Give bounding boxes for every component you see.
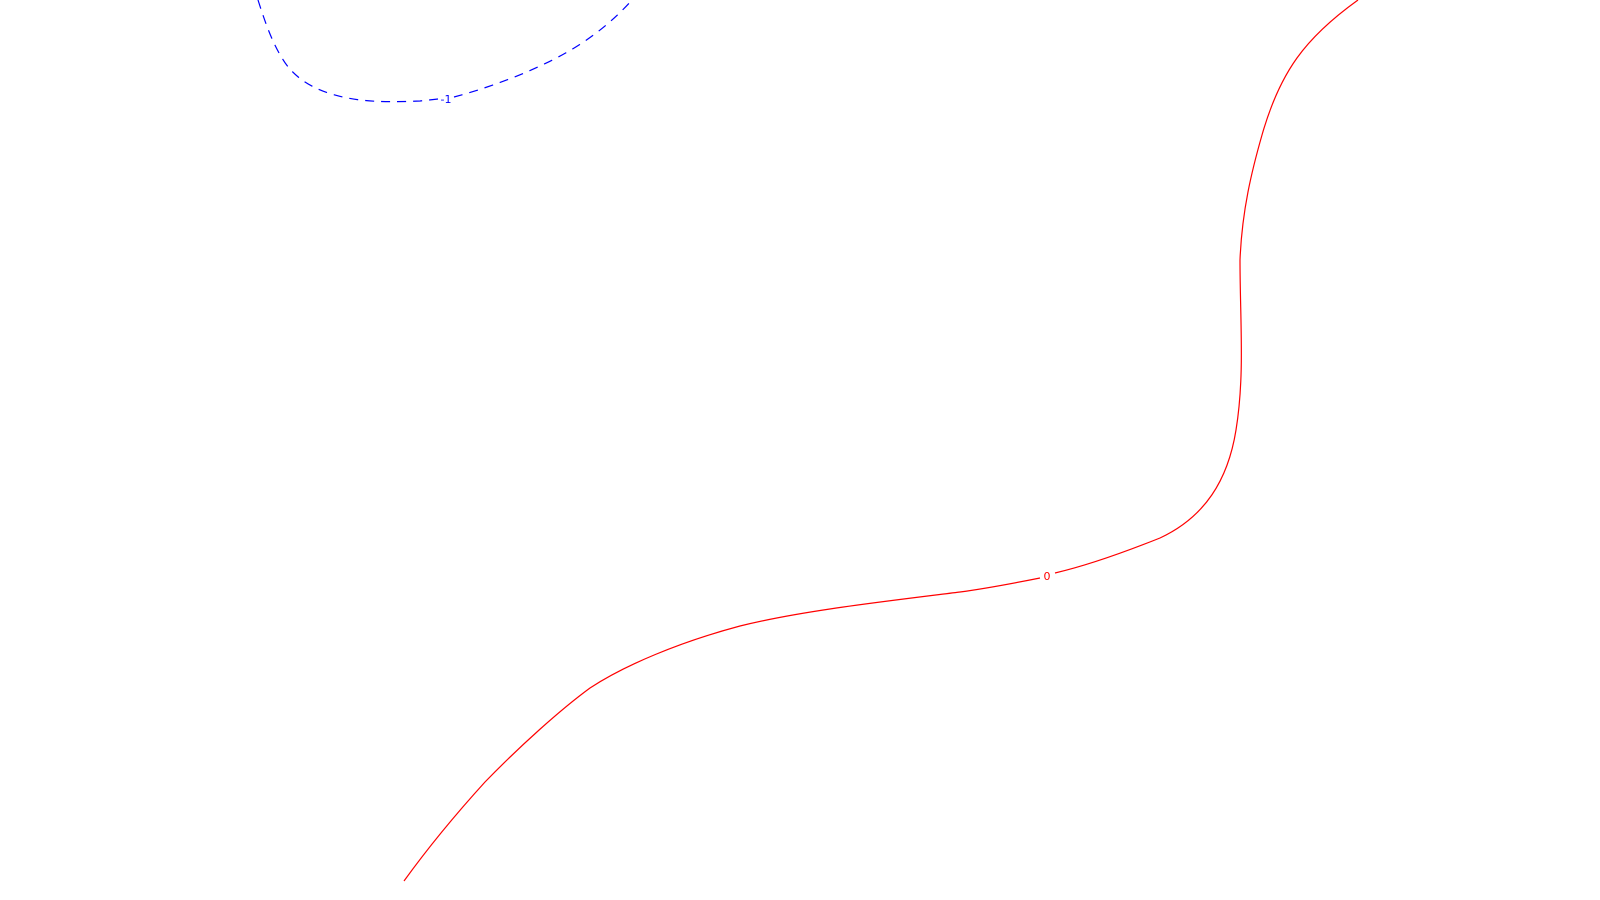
- contour-label-minus-1: -1: [441, 93, 452, 106]
- contour-line-zero: [403, 577, 1041, 882]
- contour-line-zero: [1054, 0, 1359, 574]
- contour-line-minus-1: [257, 0, 439, 103]
- contour-label-zero: 0: [1044, 570, 1051, 583]
